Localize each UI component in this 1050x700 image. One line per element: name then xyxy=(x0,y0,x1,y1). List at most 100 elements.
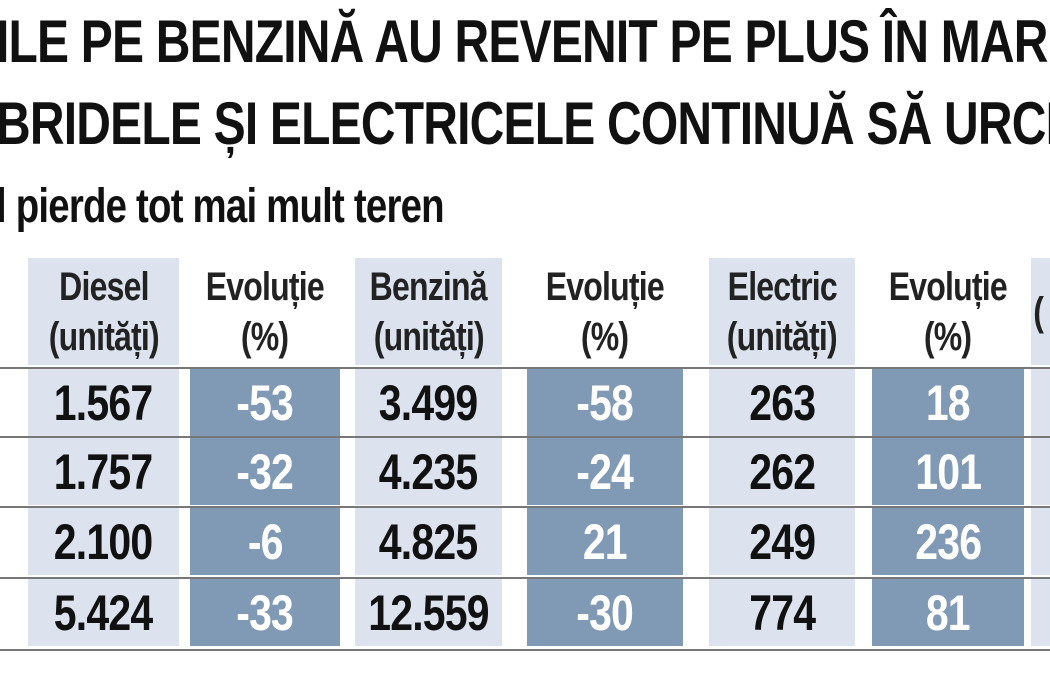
header-benzina-evolution: Evoluție (%) xyxy=(527,262,683,362)
header-diesel-evolution: Evoluție (%) xyxy=(190,262,340,362)
cell-electric-bg xyxy=(709,508,855,575)
cell-benzina: 12.559 xyxy=(355,579,502,646)
header-extra: ( xyxy=(1032,262,1050,362)
cell-diesel-evolution-value: -32 xyxy=(236,443,295,500)
cell-benzina-evolution-value: -30 xyxy=(576,584,635,641)
header-electric-line2: (unități) xyxy=(726,315,838,359)
cell-electric: 262 xyxy=(709,438,855,505)
cell-diesel-evolution-value: -6 xyxy=(247,513,284,570)
cell-diesel-evolution-value: -53 xyxy=(236,374,295,431)
cell-benzina: 4.235 xyxy=(355,438,502,505)
cell-diesel-evolution-bg xyxy=(190,438,340,505)
cell-benzina-evolution-bg xyxy=(527,369,683,436)
header-benzina-line1: Benzină xyxy=(369,265,488,309)
cell-electric-evolution: 81 xyxy=(872,579,1024,646)
cell-diesel-evolution-value: -33 xyxy=(236,584,295,641)
headline-line-1: ILE PE BENZINĂ AU REVENIT PE PLUS ÎN MAR xyxy=(0,8,1048,75)
cell-benzina-evolution-bg xyxy=(527,438,683,505)
cell-benzina-evolution: -24 xyxy=(527,438,683,505)
cell-benzina-evolution: -30 xyxy=(527,579,683,646)
cell-benzina-evolution-value: -58 xyxy=(576,374,635,431)
cell-benzina-bg xyxy=(355,438,502,505)
header-diesel-line2: (unități) xyxy=(48,315,159,359)
cell-electric-bg xyxy=(709,369,855,436)
cell-diesel-value: 5.424 xyxy=(54,584,153,641)
header-electric-evolution: Evoluție (%) xyxy=(872,262,1024,362)
header-extra-line2: ( xyxy=(1033,290,1044,334)
cell-electric-evolution-value: 101 xyxy=(915,443,982,500)
cell-electric-evolution-value: 81 xyxy=(926,584,971,641)
table-rule xyxy=(0,367,1050,369)
cell-electric: 263 xyxy=(709,369,855,436)
cell-electric-evolution-bg xyxy=(872,369,1024,436)
cell-electric-value: 774 xyxy=(749,584,816,641)
header-diesel-line1: Diesel xyxy=(58,265,149,309)
cell-electric-evolution-value: 236 xyxy=(915,513,982,570)
cell-electric-evolution-bg xyxy=(872,579,1024,646)
cell-electric: 774 xyxy=(709,579,855,646)
cell-benzina-value: 4.235 xyxy=(379,443,478,500)
header-evolution-line1: Evoluție xyxy=(545,265,665,309)
cell-diesel: 5.424 xyxy=(28,579,179,646)
cell-benzina-evolution-bg xyxy=(527,579,683,646)
header-benzina: Benzină (unități) xyxy=(355,262,502,362)
cell-diesel-value: 1.757 xyxy=(54,443,153,500)
cell-diesel-bg xyxy=(28,579,179,646)
header-diesel: Diesel (unități) xyxy=(28,262,179,362)
header-evolution-line2: (%) xyxy=(581,315,629,359)
cell-diesel-evolution-bg xyxy=(190,369,340,436)
cell-diesel: 1.757 xyxy=(28,438,179,505)
header-benzina-line2: (unități) xyxy=(373,315,484,359)
header-bg-extra xyxy=(1031,258,1050,365)
header-evolution-line2: (%) xyxy=(241,315,289,359)
table-rule xyxy=(0,436,1050,438)
headline-line-3: l pierde tot mai mult teren xyxy=(0,180,445,233)
cell-electric-value: 262 xyxy=(749,443,816,500)
cell-diesel-evolution-bg xyxy=(190,579,340,646)
cell-electric-bg xyxy=(709,438,855,505)
cell-electric-evolution-bg xyxy=(872,508,1024,575)
cell-electric-evolution: 18 xyxy=(872,369,1024,436)
cell-electric-value: 249 xyxy=(749,513,816,570)
header-evolution-line2: (%) xyxy=(924,315,972,359)
header-electric: Electric (unități) xyxy=(709,262,855,362)
cell-benzina-evolution-bg xyxy=(527,508,683,575)
cell-electric-evolution-value: 18 xyxy=(926,374,971,431)
cell-diesel-bg xyxy=(28,369,179,436)
cell-benzina-value: 4.825 xyxy=(379,513,478,570)
cell-benzina-evolution: -58 xyxy=(527,369,683,436)
cell-extra-bg xyxy=(1031,508,1050,575)
cell-diesel: 1.567 xyxy=(28,369,179,436)
cell-electric-evolution-bg xyxy=(872,438,1024,505)
cell-electric-value: 263 xyxy=(749,374,816,431)
table-rule xyxy=(0,577,1050,579)
header-bg-benzina xyxy=(355,258,502,365)
cell-benzina-evolution: 21 xyxy=(527,508,683,575)
table-rule xyxy=(0,506,1050,508)
cell-benzina-bg xyxy=(355,579,502,646)
cell-diesel-bg xyxy=(28,438,179,505)
cell-diesel-value: 2.100 xyxy=(54,513,153,570)
cell-electric-evolution: 101 xyxy=(872,438,1024,505)
cell-benzina-evolution-value: 21 xyxy=(583,513,628,570)
cell-diesel-evolution: -32 xyxy=(190,438,340,505)
cell-benzina-bg xyxy=(355,369,502,436)
headline-line-2: BRIDELE ȘI ELECTRICELE CONTINUĂ SĂ URCE xyxy=(0,90,1050,157)
cell-diesel-value: 1.567 xyxy=(54,374,153,431)
cell-extra-bg xyxy=(1031,579,1050,646)
cell-diesel: 2.100 xyxy=(28,508,179,575)
cell-diesel-bg xyxy=(28,508,179,575)
header-evolution-line1: Evoluție xyxy=(888,265,1008,309)
cell-benzina-bg xyxy=(355,508,502,575)
header-bg-diesel xyxy=(28,258,179,365)
cell-diesel-evolution: -6 xyxy=(190,508,340,575)
cell-electric-evolution: 236 xyxy=(872,508,1024,575)
cell-diesel-evolution: -33 xyxy=(190,579,340,646)
header-bg-electric xyxy=(709,258,855,365)
cell-benzina: 4.825 xyxy=(355,508,502,575)
cell-diesel-evolution: -53 xyxy=(190,369,340,436)
cell-benzina-value: 12.559 xyxy=(368,584,489,641)
cell-benzina: 3.499 xyxy=(355,369,502,436)
table-rule xyxy=(0,649,1050,651)
cell-electric-bg xyxy=(709,579,855,646)
